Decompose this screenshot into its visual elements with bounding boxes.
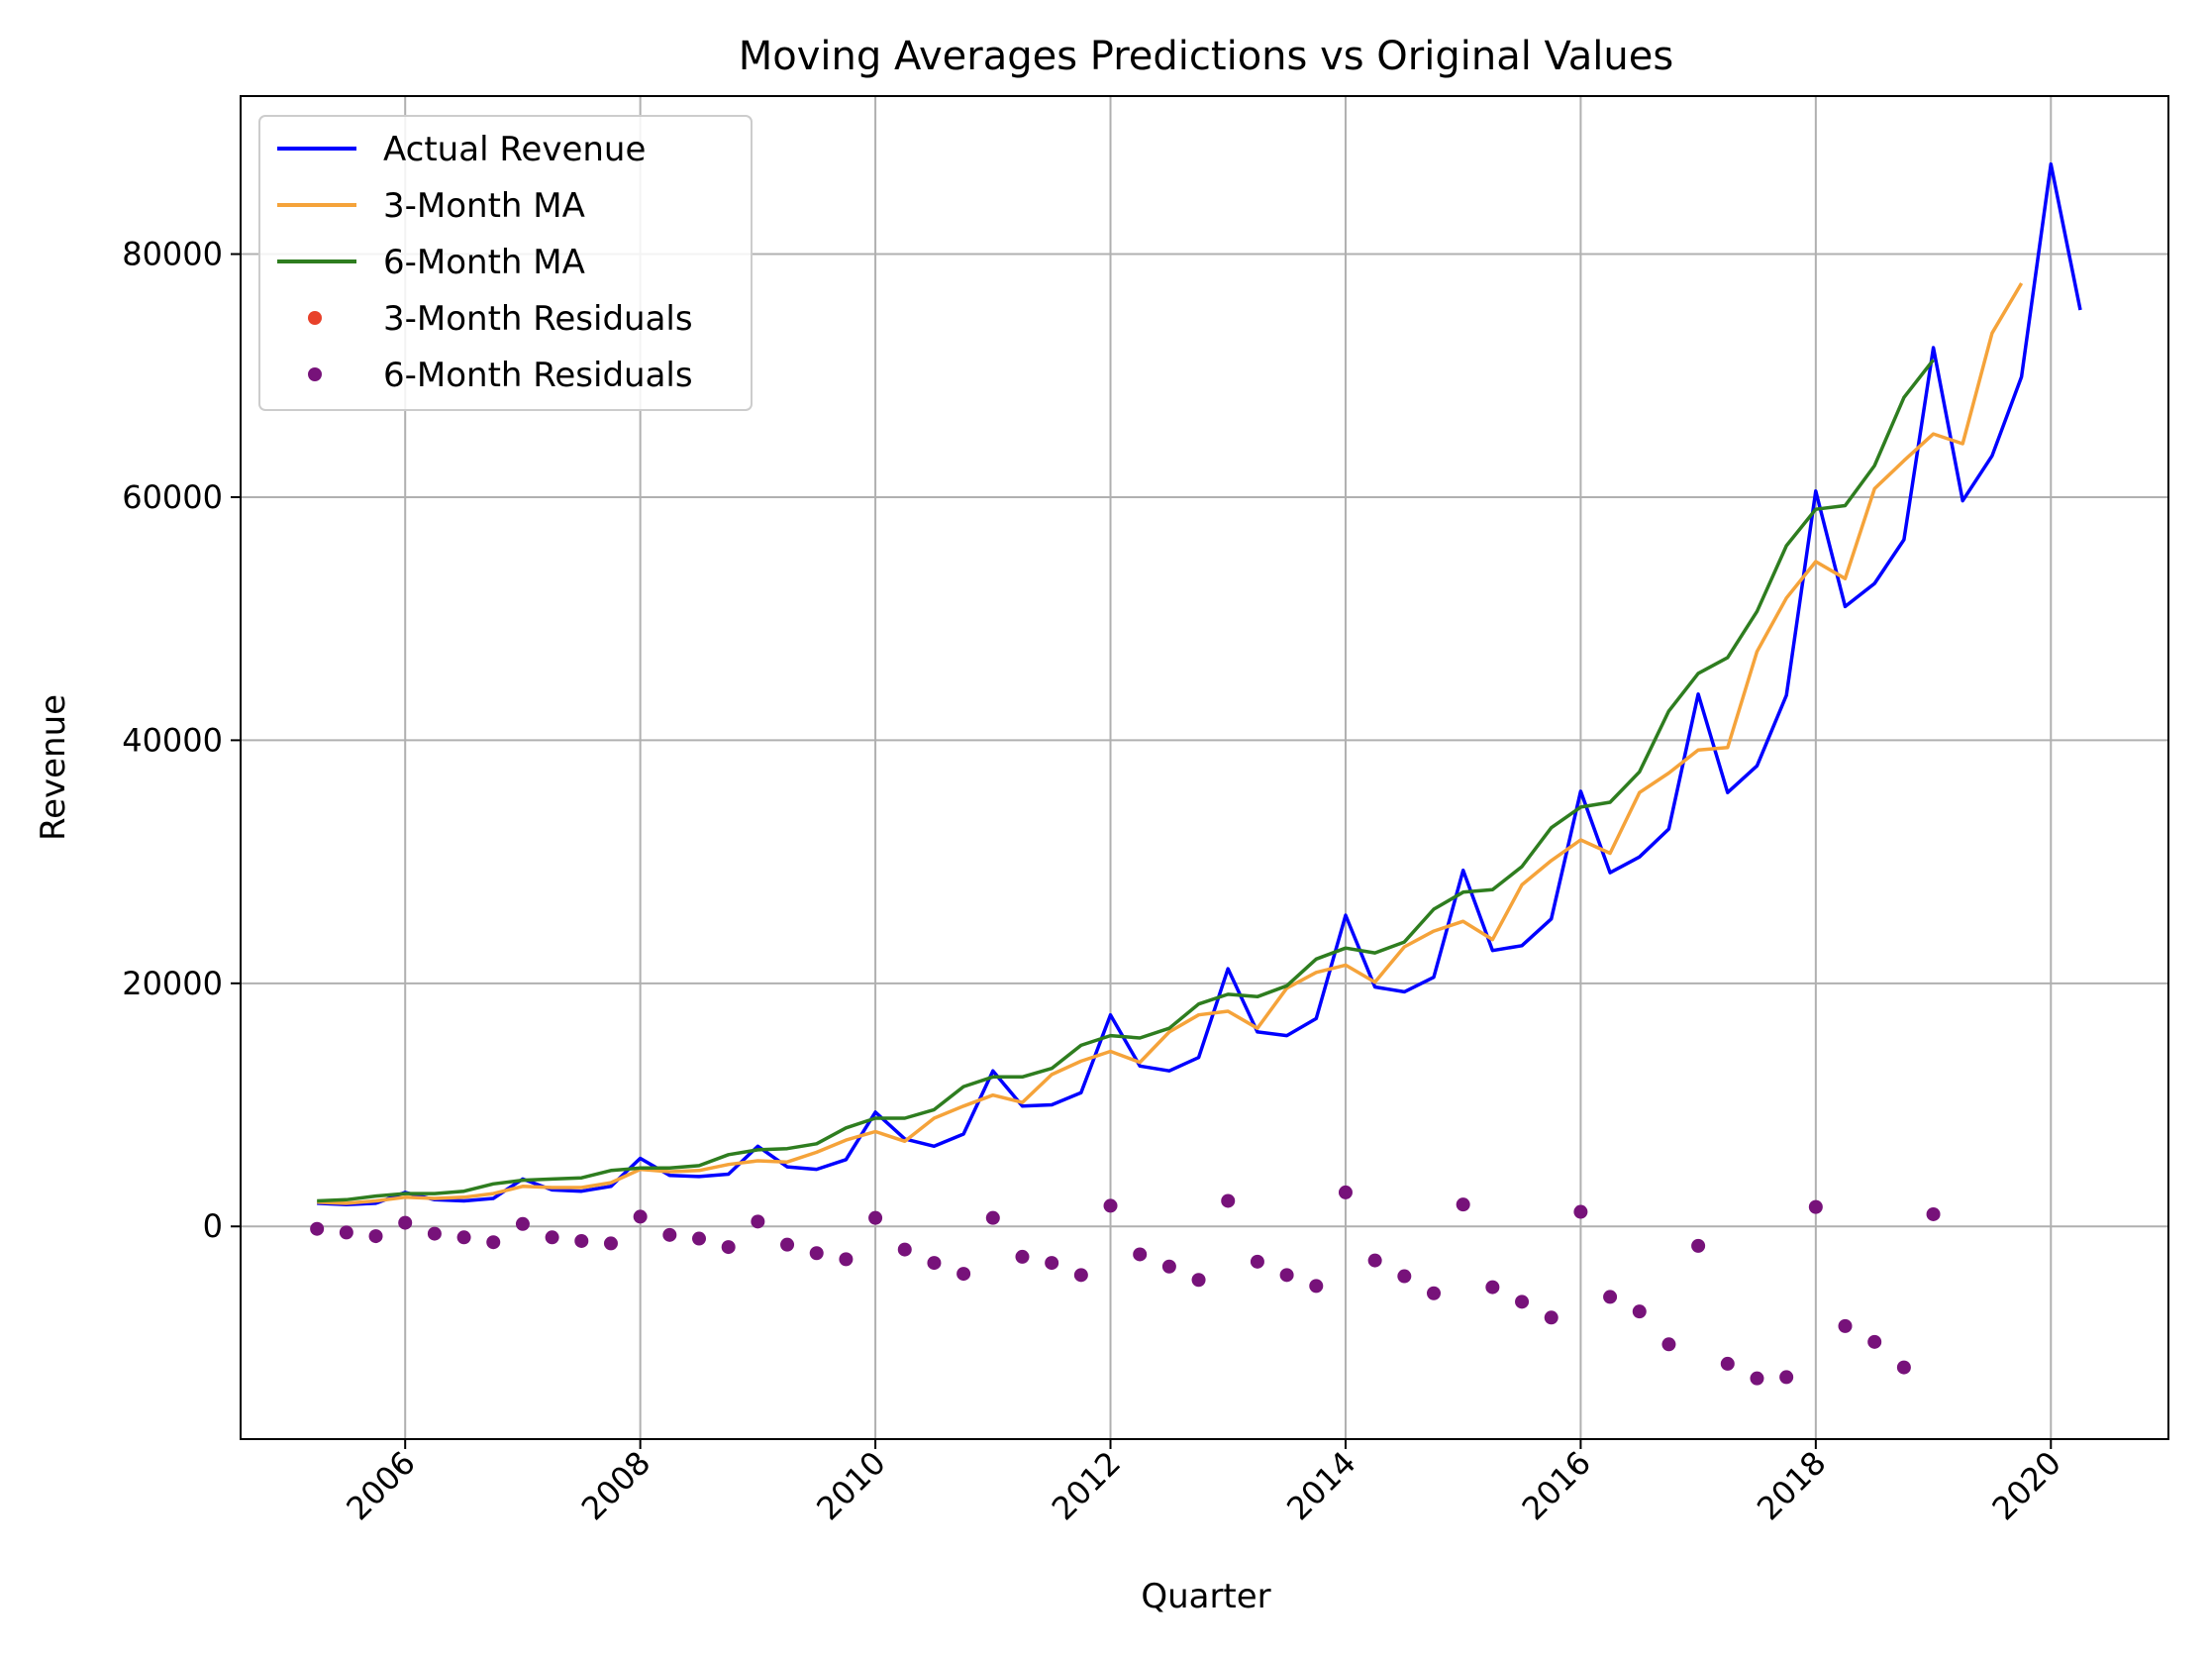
residual-point <box>1309 1279 1324 1294</box>
residual-dots-layer <box>310 1185 1941 1386</box>
legend-label: Actual Revenue <box>383 130 646 169</box>
residual-point <box>486 1235 501 1250</box>
residual-point <box>1456 1197 1470 1212</box>
residual-point <box>985 1210 1000 1225</box>
series-line-ma3 <box>317 282 2024 1205</box>
residual-point <box>1133 1247 1148 1262</box>
residual-point <box>603 1236 618 1251</box>
residual-point <box>1427 1286 1442 1300</box>
residual-point <box>1926 1206 1941 1221</box>
residual-point <box>751 1214 765 1229</box>
residual-point <box>310 1221 325 1236</box>
residual-point <box>1632 1304 1647 1319</box>
y-tick-label: 20000 <box>122 965 223 1002</box>
residual-point <box>1867 1334 1882 1349</box>
residual-point <box>1221 1193 1236 1208</box>
y-tick-label: 60000 <box>122 478 223 516</box>
y-tick-label: 40000 <box>122 721 223 759</box>
legend-swatch-res6 <box>308 367 322 381</box>
legend: Actual Revenue 3-Month MA 6-Month MA 3-Mont… <box>258 115 753 411</box>
residual-point <box>574 1233 589 1248</box>
residual-point <box>545 1230 559 1245</box>
residual-point <box>1015 1249 1030 1264</box>
residual-point <box>721 1240 736 1255</box>
grid <box>241 96 2168 1439</box>
residual-point <box>1161 1259 1176 1274</box>
legend-swatch-res3 <box>308 311 322 325</box>
y-axis-label: Revenue <box>34 694 73 841</box>
residual-point <box>1544 1310 1558 1325</box>
residual-point <box>1838 1318 1853 1333</box>
residual-point <box>633 1209 648 1224</box>
legend-label: 6-Month Residuals <box>383 356 693 395</box>
residual-point <box>515 1216 530 1231</box>
series-line-ma6 <box>317 359 1935 1203</box>
residual-point <box>1367 1253 1382 1268</box>
residual-point <box>1720 1356 1735 1371</box>
residual-point <box>1191 1273 1206 1288</box>
residual-point <box>427 1226 442 1241</box>
residual-point <box>927 1256 942 1271</box>
residual-point <box>368 1229 383 1244</box>
legend-label: 3-Month Residuals <box>383 299 693 339</box>
residual-point <box>398 1215 413 1230</box>
residual-point <box>956 1267 971 1282</box>
x-axis-label: Quarter <box>1141 1577 1270 1616</box>
residual-point <box>1397 1269 1412 1284</box>
residual-point <box>780 1237 795 1252</box>
residual-point <box>1515 1295 1530 1309</box>
residual-point <box>1603 1290 1618 1304</box>
series-layer <box>317 161 2082 1206</box>
residual-point <box>1750 1371 1764 1386</box>
y-tick-label: 0 <box>203 1207 223 1245</box>
residual-point <box>1896 1360 1911 1375</box>
residual-point <box>1808 1199 1823 1214</box>
residual-point <box>809 1246 824 1261</box>
residual-point <box>839 1252 854 1267</box>
residual-point <box>1073 1268 1088 1283</box>
residual-point <box>1279 1268 1294 1283</box>
residual-point <box>1250 1254 1264 1269</box>
residual-point <box>1338 1185 1353 1199</box>
legend-label: 3-Month MA <box>383 186 585 226</box>
plot-frame <box>240 95 2169 1440</box>
residual-point <box>692 1231 707 1246</box>
residual-point <box>897 1242 912 1257</box>
residual-point <box>1691 1238 1706 1253</box>
residual-point <box>868 1210 883 1225</box>
residual-point <box>1661 1337 1676 1352</box>
series-line-actual <box>317 161 2082 1206</box>
residual-point <box>1485 1280 1500 1295</box>
legend-label: 6-Month MA <box>383 243 585 282</box>
y-tick-label: 80000 <box>122 236 223 273</box>
residual-point <box>1779 1370 1794 1385</box>
residual-point <box>339 1225 353 1240</box>
residual-point <box>1573 1204 1588 1219</box>
residual-point <box>1045 1256 1059 1271</box>
residual-point <box>1103 1198 1118 1213</box>
legend-box <box>258 115 753 411</box>
residual-point <box>456 1230 471 1245</box>
residual-point <box>662 1227 677 1242</box>
y-axis-ticks: 0 20000 40000 60000 80000 <box>122 236 241 1245</box>
chart-title: Moving Averages Predictions vs Original … <box>739 34 1673 79</box>
